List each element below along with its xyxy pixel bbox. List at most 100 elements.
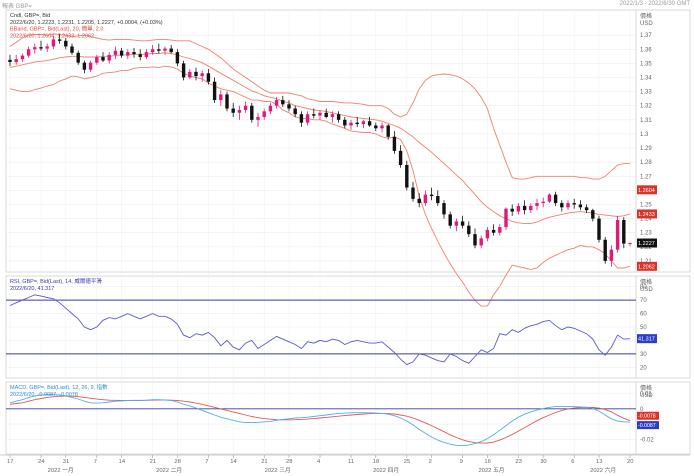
x-tick-label: 11 [348, 459, 354, 465]
candle-up [498, 227, 502, 233]
candle-up [504, 208, 508, 228]
price-axis-tick: 1.33 [640, 90, 652, 96]
x-month-label: 2022 五月 [479, 467, 505, 474]
x-month-label: 2022 一月 [48, 467, 74, 474]
candle-up [243, 105, 248, 110]
candle-up [547, 194, 552, 202]
rsi-legend-line: RSI, GBP=, Bid(Last), 14, 威爾德平滑 [10, 277, 102, 285]
price-axis-tick: 1.28 [640, 160, 652, 166]
x-tick-label: 4 [317, 459, 321, 465]
candle-down [250, 105, 254, 120]
macd-axis-tick: 0.01 [640, 392, 652, 398]
candle-down [405, 164, 409, 188]
macd-line [9, 393, 631, 447]
macd-axis-title: 價格 [640, 384, 652, 392]
candle-down [119, 50, 124, 56]
rsi-axis-tick: 50 [640, 325, 647, 331]
candle-up [20, 55, 25, 60]
candle-up [268, 105, 273, 112]
window-title: 報表 GBP= [2, 4, 32, 10]
price-axis-tick: 1.25 [640, 203, 652, 209]
candle-down [578, 204, 583, 208]
candle-down [225, 94, 229, 109]
rsi-line [9, 294, 631, 366]
candle-up [26, 49, 31, 56]
price-legend-line: BBand, GBP=, Bid(Last), 20, 簡單, 2.0 [10, 25, 103, 33]
rsi-axis-unit: USD [640, 287, 653, 293]
candle-down [101, 57, 105, 61]
candle-down [522, 205, 527, 211]
rsi-axis-tick: 70 [640, 298, 647, 304]
candle-down [367, 121, 372, 126]
candle-up [144, 52, 149, 58]
x-month-label: 2022 六月 [590, 466, 616, 474]
x-tick-label: 16 [484, 459, 490, 465]
x-tick-label: 17 [7, 459, 13, 465]
x-tick-label: 6 [571, 459, 574, 465]
x-tick-label: 24 [38, 459, 45, 465]
candle-up [14, 59, 18, 62]
price-axis-tick: 1.34 [640, 76, 652, 82]
macd-axis-tick: -0.02 [640, 437, 654, 443]
candle-down [392, 136, 397, 151]
rsi-axis-tick: 80 [640, 285, 647, 291]
candle-down [169, 48, 173, 53]
rsi-axis-tick: 20 [640, 365, 647, 371]
macd-legend-line: MACD, GBP=, Bid(Last), 12, 26, 9, 指數 [10, 383, 108, 391]
price-axis-tick: 1.31 [640, 118, 652, 124]
macd-signal-badge [637, 411, 659, 420]
candle-down [8, 59, 12, 62]
price-axis-tick: 1.32 [640, 104, 652, 110]
candle-down [336, 114, 341, 120]
candle-up [33, 47, 37, 50]
x-tick-label: 7 [205, 459, 208, 465]
x-tick-label: 18 [373, 459, 379, 465]
candle-down [386, 125, 390, 137]
x-axis: 1.37 1.36 1.35 1.34 1.33 1.32 1.31 1.3 1.29 1.28 1… [7, 12, 659, 474]
price-badge-label: 1.2604 [638, 188, 655, 194]
candle-down [560, 203, 564, 208]
macd-signal-line [9, 395, 631, 444]
candle-up [51, 39, 56, 47]
candle-up [45, 46, 49, 49]
candle-down [76, 52, 80, 63]
macd-signal-badge-label: -0.0078 [638, 414, 656, 420]
candle-down [293, 108, 297, 115]
candle-down [70, 46, 74, 53]
price-panel-frame [5, 9, 691, 273]
candle-down [324, 112, 328, 118]
candle-up [305, 114, 310, 123]
rsi-panel [6, 286, 636, 368]
candle-up [535, 203, 539, 206]
price-panel [6, 33, 636, 307]
candle-up [516, 205, 521, 212]
candle-up [485, 229, 490, 239]
candle-up [113, 50, 118, 55]
candle-up [188, 71, 192, 78]
price-axis-unit: USD [640, 21, 653, 27]
candle-down [231, 108, 235, 113]
candle-down [299, 114, 304, 123]
x-tick-label: 28 [174, 459, 180, 465]
candle-down [411, 187, 415, 199]
price-axis-title: 價格 [640, 12, 652, 20]
x-month-label: 2022 二月 [156, 467, 182, 474]
candle-up [126, 52, 130, 56]
rsi-badge [637, 334, 657, 344]
candle-up [88, 62, 93, 70]
x-tick-label: 14 [119, 459, 126, 465]
candle-up [318, 112, 322, 116]
candle-down [448, 214, 452, 226]
candle-down [64, 40, 68, 47]
candle-down [343, 119, 347, 126]
x-tick-label: 21 [261, 459, 267, 465]
candle-up [219, 94, 223, 101]
candle-down [138, 54, 142, 58]
candle-down [312, 114, 316, 116]
candle-up [262, 111, 266, 118]
x-tick-label: 28 [286, 459, 292, 465]
price-badge-label: 1.2062 [638, 264, 655, 270]
price-axis-tick: 1.36 [640, 47, 652, 53]
